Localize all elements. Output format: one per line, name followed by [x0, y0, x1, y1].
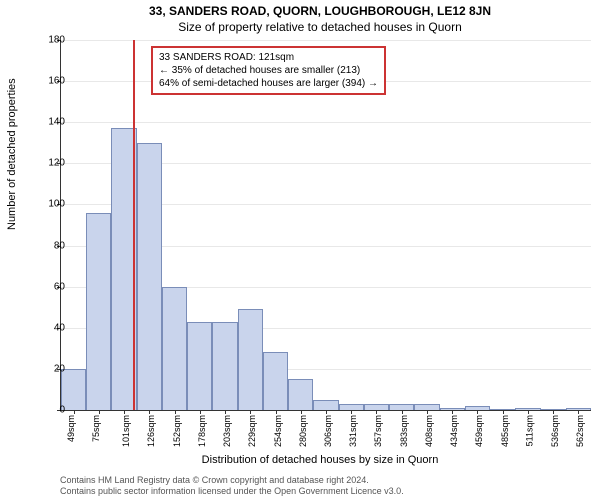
histogram-bar [288, 379, 313, 410]
footer-line-1: Contains HM Land Registry data © Crown c… [60, 475, 404, 486]
xtick-mark [528, 410, 529, 414]
xtick-label: 536sqm [550, 415, 560, 447]
xtick-label: 126sqm [146, 415, 156, 447]
xtick-mark [74, 410, 75, 414]
xtick-mark [250, 410, 251, 414]
histogram-bar [86, 213, 111, 410]
grid-line [61, 122, 591, 123]
footer-line-2: Contains public sector information licen… [60, 486, 404, 497]
xtick-mark [452, 410, 453, 414]
histogram-bar [263, 352, 288, 410]
title-line-2: Size of property relative to detached ho… [178, 20, 462, 34]
xtick-mark [225, 410, 226, 414]
xtick-label: 408sqm [424, 415, 434, 447]
xtick-mark [578, 410, 579, 414]
ytick-label: 0 [59, 405, 65, 416]
ytick-label: 40 [54, 322, 65, 333]
x-axis-label: Distribution of detached houses by size … [202, 454, 439, 466]
xtick-mark [427, 410, 428, 414]
chart-container: 33, SANDERS ROAD, QUORN, LOUGHBOROUGH, L… [0, 0, 600, 500]
histogram-bar [238, 309, 263, 410]
ytick-label: 180 [48, 35, 65, 46]
ytick-label: 80 [54, 240, 65, 251]
xtick-mark [149, 410, 150, 414]
xtick-mark [276, 410, 277, 414]
xtick-mark [175, 410, 176, 414]
marker-line [133, 40, 135, 410]
histogram-bar [137, 143, 162, 410]
xtick-label: 511sqm [524, 415, 534, 446]
histogram-bar [187, 322, 212, 410]
annotation-line: 64% of semi-detached houses are larger (… [159, 77, 378, 90]
xtick-mark [99, 410, 100, 414]
y-axis-label: Number of detached properties [6, 78, 18, 230]
xtick-label: 152sqm [172, 415, 182, 447]
ytick-label: 140 [48, 117, 65, 128]
chart-plot-area: 33 SANDERS ROAD: 121sqm← 35% of detached… [60, 40, 591, 411]
histogram-bar [162, 287, 187, 410]
xtick-label: 383sqm [399, 415, 409, 447]
xtick-mark [301, 410, 302, 414]
xtick-mark [553, 410, 554, 414]
xtick-mark [351, 410, 352, 414]
ytick-label: 60 [54, 281, 65, 292]
footer-attribution: Contains HM Land Registry data © Crown c… [60, 475, 404, 497]
ytick-label: 20 [54, 363, 65, 374]
xtick-label: 485sqm [500, 415, 510, 447]
annotation-box: 33 SANDERS ROAD: 121sqm← 35% of detached… [151, 46, 386, 95]
xtick-mark [477, 410, 478, 414]
xtick-mark [503, 410, 504, 414]
xtick-mark [124, 410, 125, 414]
xtick-label: 254sqm [273, 415, 283, 447]
xtick-mark [376, 410, 377, 414]
ytick-label: 100 [48, 199, 65, 210]
xtick-mark [200, 410, 201, 414]
ytick-label: 160 [48, 76, 65, 87]
xtick-label: 306sqm [323, 415, 333, 447]
xtick-label: 434sqm [449, 415, 459, 447]
xtick-label: 203sqm [222, 415, 232, 447]
title-line-1: 33, SANDERS ROAD, QUORN, LOUGHBOROUGH, L… [149, 4, 491, 18]
xtick-label: 357sqm [374, 415, 384, 447]
xtick-label: 178sqm [197, 415, 207, 447]
xtick-mark [402, 410, 403, 414]
ytick-label: 120 [48, 158, 65, 169]
xtick-label: 101sqm [121, 415, 131, 447]
annotation-line: ← 35% of detached houses are smaller (21… [159, 64, 378, 77]
xtick-label: 280sqm [298, 415, 308, 447]
histogram-bar [313, 400, 338, 410]
xtick-label: 459sqm [474, 415, 484, 447]
xtick-label: 229sqm [247, 415, 257, 447]
xtick-label: 331sqm [348, 415, 358, 447]
xtick-label: 49sqm [66, 415, 76, 442]
xtick-label: 75sqm [91, 415, 101, 442]
histogram-bar [212, 322, 237, 410]
xtick-label: 562sqm [575, 415, 585, 447]
xtick-mark [326, 410, 327, 414]
grid-line [61, 40, 591, 41]
annotation-line: 33 SANDERS ROAD: 121sqm [159, 51, 378, 64]
